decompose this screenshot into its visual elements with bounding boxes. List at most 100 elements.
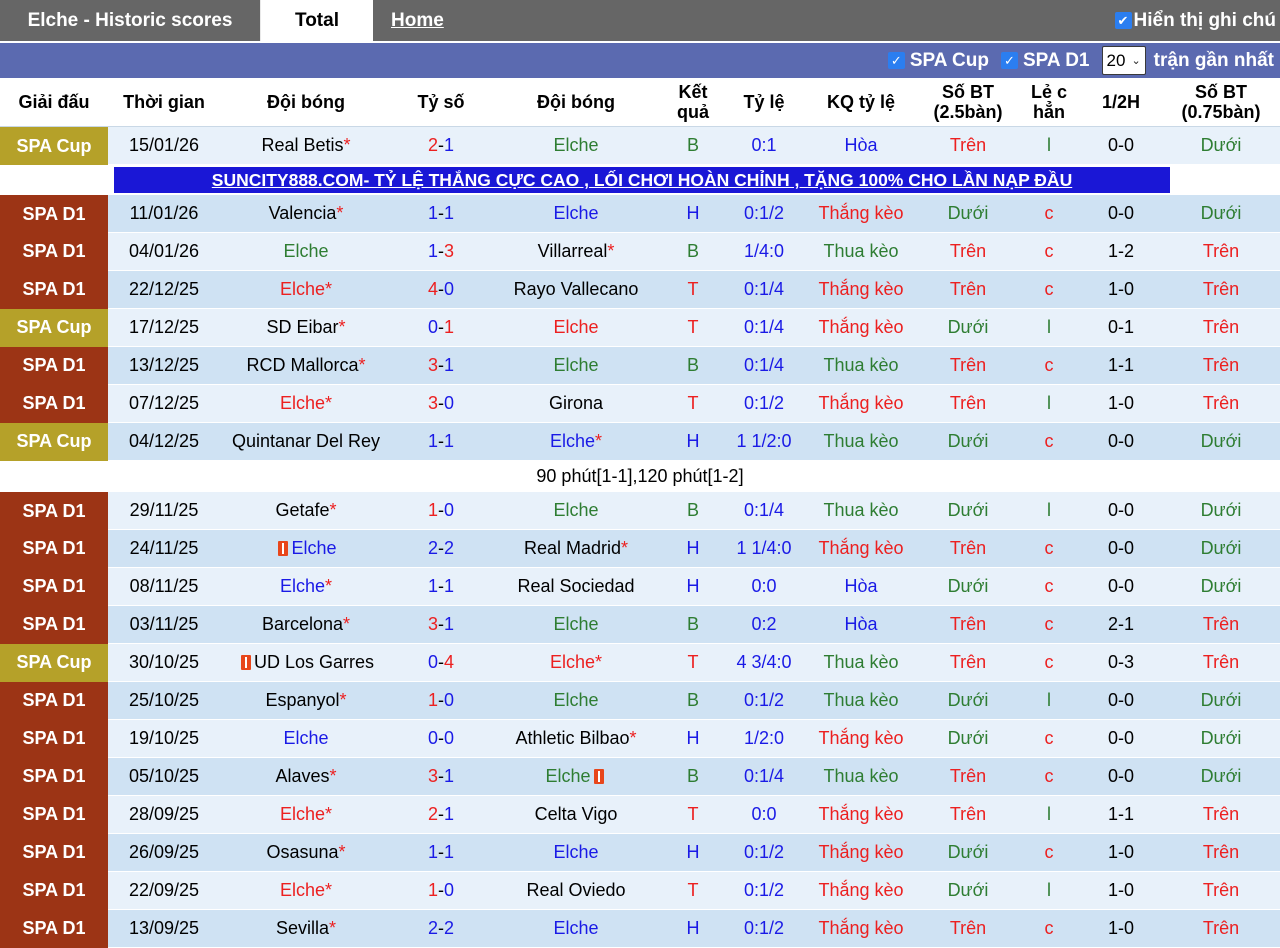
away-team-cell[interactable]: Elche — [490, 606, 662, 644]
spa-cup-checkbox[interactable]: ✓ — [888, 52, 905, 69]
home-team-cell[interactable]: Getafe* — [220, 492, 392, 530]
league-badge[interactable]: SPA D1 — [0, 492, 108, 530]
home-team-cell[interactable]: Sevilla* — [220, 910, 392, 948]
home-team-cell[interactable]: Espanyol* — [220, 682, 392, 720]
tab-home[interactable]: Home — [373, 0, 462, 41]
home-team-cell[interactable]: Quintanar Del Rey — [220, 423, 392, 461]
home-team-cell[interactable]: Elche* — [220, 568, 392, 606]
league-badge[interactable]: SPA D1 — [0, 347, 108, 385]
league-badge[interactable]: SPA D1 — [0, 271, 108, 309]
league-badge[interactable]: SPA D1 — [0, 233, 108, 271]
league-badge[interactable]: SPA D1 — [0, 796, 108, 834]
home-team-cell[interactable]: Valencia* — [220, 195, 392, 233]
away-team-cell[interactable]: Elche — [490, 834, 662, 872]
promo-banner-row[interactable]: SUNCITY888.COM- TỶ LỆ THẮNG CỰC CAO , LỐ… — [0, 165, 1280, 196]
away-team-cell[interactable]: Elche — [490, 127, 662, 165]
neutral-venue-star: * — [595, 431, 602, 451]
league-badge[interactable]: SPA D1 — [0, 530, 108, 568]
league-badge[interactable]: SPA D1 — [0, 834, 108, 872]
match-count-select[interactable]: 20 ⌄ — [1102, 46, 1146, 75]
home-team-cell[interactable]: Elche* — [220, 271, 392, 309]
tab-total[interactable]: Total — [261, 0, 373, 41]
away-team-cell[interactable]: Elche — [490, 347, 662, 385]
league-badge[interactable]: SPA D1 — [0, 195, 108, 233]
show-notes-toggle[interactable]: ✔ Hiển thị ghi chú — [1115, 0, 1280, 41]
away-team-cell[interactable]: Elche* — [490, 644, 662, 682]
match-date: 24/11/25 — [108, 530, 220, 568]
home-team-cell[interactable]: Real Betis* — [220, 127, 392, 165]
away-team-cell[interactable]: Athletic Bilbao* — [490, 720, 662, 758]
away-team-cell[interactable]: Real Sociedad — [490, 568, 662, 606]
historic-scores-table: Giải đấu Thời gian Đội bóng Tỷ số Đội bó… — [0, 78, 1280, 948]
spa-d1-checkbox[interactable]: ✓ — [1001, 52, 1018, 69]
away-team-cell[interactable]: Rayo Vallecano — [490, 271, 662, 309]
team-name: Elche — [280, 804, 325, 824]
league-badge[interactable]: SPA Cup — [0, 127, 108, 165]
league-badge[interactable]: SPA Cup — [0, 423, 108, 461]
home-team-cell[interactable]: Barcelona* — [220, 606, 392, 644]
away-team-cell[interactable]: Real Madrid* — [490, 530, 662, 568]
away-team-cell[interactable]: Celta Vigo — [490, 796, 662, 834]
league-badge[interactable]: SPA D1 — [0, 385, 108, 423]
league-badge[interactable]: SPA D1 — [0, 606, 108, 644]
away-team-cell[interactable]: Elche — [490, 309, 662, 347]
home-team-cell[interactable]: Elche* — [220, 796, 392, 834]
team-name: Real Oviedo — [526, 880, 625, 900]
filter-spa-cup[interactable]: ✓ SPA Cup — [888, 50, 989, 72]
away-team-cell[interactable]: Girona — [490, 385, 662, 423]
league-badge[interactable]: SPA Cup — [0, 644, 108, 682]
away-team-cell[interactable]: Real Oviedo — [490, 872, 662, 910]
home-team-cell[interactable]: Elche — [220, 720, 392, 758]
away-team-cell[interactable]: Villarreal* — [490, 233, 662, 271]
league-badge[interactable]: SPA D1 — [0, 568, 108, 606]
show-notes-checkbox[interactable]: ✔ — [1115, 12, 1132, 29]
away-team-cell[interactable]: Elche — [490, 492, 662, 530]
home-team-cell[interactable]: Alaves* — [220, 758, 392, 796]
promo-banner-cell[interactable]: SUNCITY888.COM- TỶ LỆ THẮNG CỰC CAO , LỐ… — [0, 165, 1280, 196]
league-badge[interactable]: SPA D1 — [0, 758, 108, 796]
filter-spa-d1[interactable]: ✓ SPA D1 — [1001, 50, 1090, 72]
odd-even-cell: c — [1018, 758, 1080, 796]
home-team-cell[interactable]: Elche — [220, 530, 392, 568]
home-team-cell[interactable]: Osasuna* — [220, 834, 392, 872]
home-team-cell[interactable]: SD Eibar* — [220, 309, 392, 347]
home-team-cell[interactable]: UD Los Garres — [220, 644, 392, 682]
score-cell: 2-1 — [392, 127, 490, 165]
home-team-cell[interactable]: RCD Mallorca* — [220, 347, 392, 385]
home-team-cell[interactable]: Elche* — [220, 872, 392, 910]
league-badge[interactable]: SPA D1 — [0, 720, 108, 758]
league-badge[interactable]: SPA Cup — [0, 309, 108, 347]
home-team-cell[interactable]: Elche* — [220, 385, 392, 423]
away-team-cell[interactable]: Elche* — [490, 423, 662, 461]
away-team-cell[interactable]: Elche — [490, 910, 662, 948]
away-team-cell[interactable]: Elche — [490, 195, 662, 233]
league-badge[interactable]: SPA D1 — [0, 872, 108, 910]
away-team-cell[interactable]: Elche — [490, 758, 662, 796]
away-team-cell[interactable]: Elche — [490, 682, 662, 720]
league-badge[interactable]: SPA D1 — [0, 682, 108, 720]
league-badge[interactable]: SPA D1 — [0, 910, 108, 948]
home-team-cell[interactable]: Elche — [220, 233, 392, 271]
promo-banner-text[interactable]: SUNCITY888.COM- TỶ LỆ THẮNG CỰC CAO , LỐ… — [114, 167, 1170, 193]
neutral-venue-star: * — [325, 880, 332, 900]
